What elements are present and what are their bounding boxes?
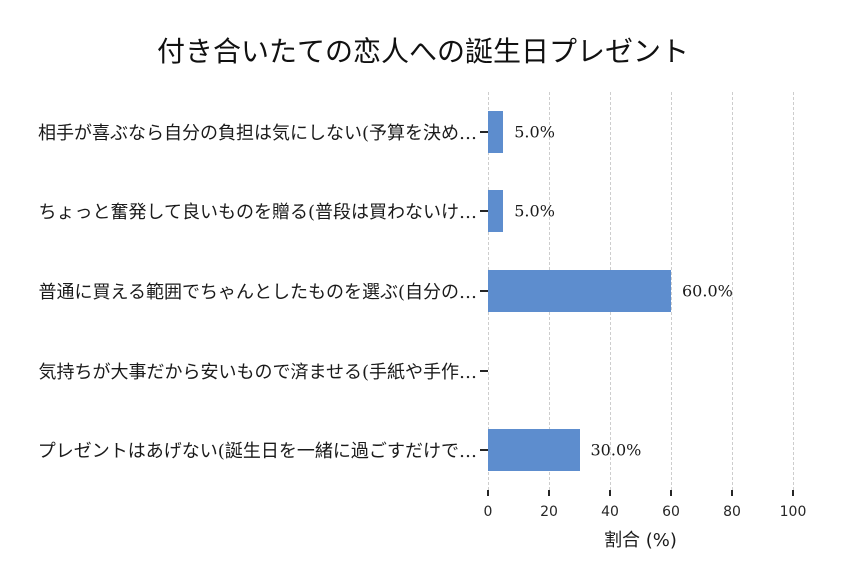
bar-row: プレゼントはあげない(誕生日を一緒に過ごすだけで… 30.0% [0,410,793,490]
value-label: 5.0% [514,122,555,142]
bar-track: 5.0% [488,190,793,233]
bar-rows: 相手が喜ぶなら自分の負担は気にしない(予算を決め… 5.0% ちょっと奮発して良いも… [0,92,793,490]
gridline [793,92,794,490]
category-label: ちょっと奮発して良いものを贈る(普段は買わないけ… [38,202,477,224]
bar-row: 気持ちが大事だから安いもので済ませる(手紙や手作… [0,331,793,411]
bar [488,269,671,312]
bar-row: 普通に買える範囲でちゃんとしたものを選ぶ(自分の… 60.0% [0,251,793,331]
x-tick-label: 20 [540,504,558,520]
x-tick-label: 100 [779,504,807,520]
x-tick-mark [792,490,794,496]
gridline [732,92,733,490]
category-label: 普通に買える範囲でちゃんとしたものを選ぶ(自分の… [38,281,477,303]
bar-track: 60.0% [488,269,793,312]
x-tick-mark [670,490,672,496]
value-label: 30.0% [590,440,642,460]
y-axis-tick [480,369,488,372]
x-axis-label: 割合 (%) [604,530,677,551]
y-axis-tick [480,289,488,292]
y-axis-tick [480,449,488,452]
x-tick-label: 60 [662,504,680,520]
x-tick-mark [548,490,550,496]
x-tick-mark [731,490,733,496]
bar-track [488,350,793,392]
x-tick-mark [487,490,489,496]
category-label: プレゼントはあげない(誕生日を一緒に過ごすだけで… [37,441,477,463]
value-label: 60.0% [682,281,733,301]
x-tick-mark [609,490,611,496]
category-label: 気持ちが大事だから安いもので済ませる(手紙や手作… [38,361,477,383]
bar-row: ちょっと奮発して良いものを贈る(普段は買わないけ… 5.0% [0,172,793,252]
x-tick-label: 40 [601,504,619,520]
bar-track: 30.0% [488,429,793,472]
category-label: 相手が喜ぶなら自分の負担は気にしない(予算を決め… [37,122,477,144]
bar-row: 相手が喜ぶなら自分の負担は気にしない(予算を決め… 5.0% [0,92,793,172]
x-axis: 0 20 40 60 80 100 [484,490,806,536]
y-axis-tick [480,210,488,213]
value-label: 5.0% [514,201,555,221]
x-tick-label: 0 [483,504,493,520]
bar-track: 5.0% [488,110,793,153]
x-tick-label: 80 [723,504,741,520]
chart-title: 付き合いたての恋人への誕生日プレゼント [156,35,689,68]
y-axis-tick [480,130,488,133]
gridline [671,92,672,490]
bar [488,110,504,153]
bar [488,190,504,233]
bar [488,429,580,472]
